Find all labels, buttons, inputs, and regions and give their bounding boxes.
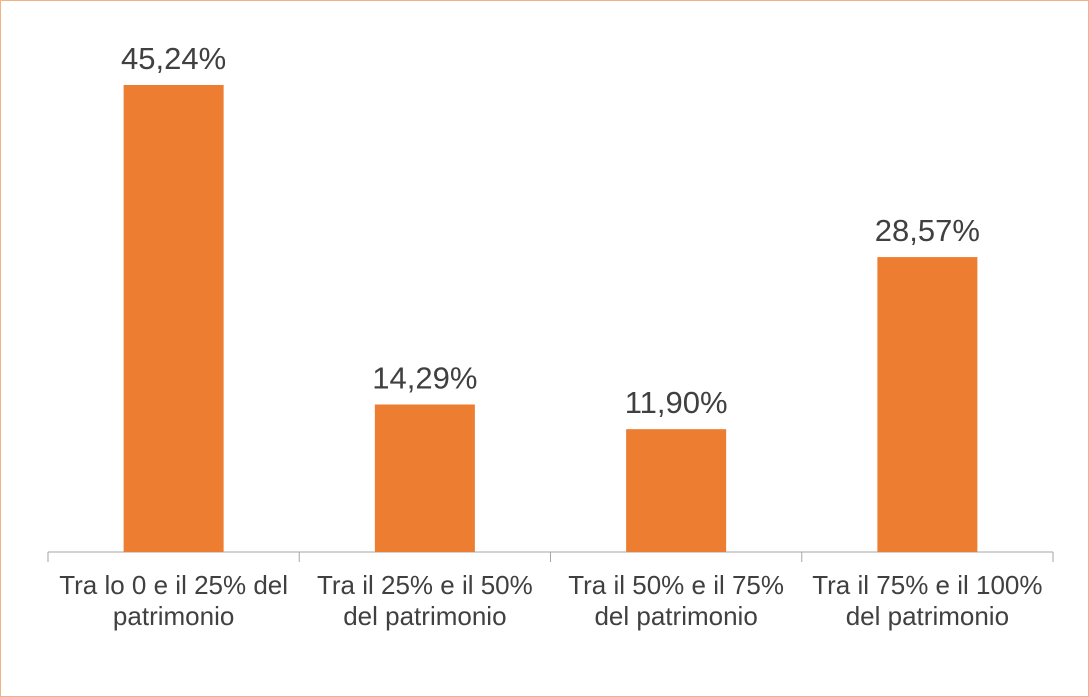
bar (123, 85, 224, 552)
x-tick-label: Tra lo 0 e il 25% del patrimonio (59, 570, 289, 631)
data-label: 11,90% (625, 385, 728, 420)
x-tick-label: Tra il 25% e il 50% del patrimonio (316, 570, 533, 631)
data-label: 28,57% (875, 213, 980, 248)
bar (374, 404, 475, 552)
bar (877, 257, 978, 552)
bar (626, 429, 727, 552)
x-tick-label: Tra il 75% e il 100% del patrimonio (812, 570, 1043, 631)
x-tick-label: Tra il 50% e il 75% del patrimonio (568, 570, 785, 631)
data-label: 45,24% (121, 41, 226, 76)
data-label: 14,29% (372, 360, 477, 395)
